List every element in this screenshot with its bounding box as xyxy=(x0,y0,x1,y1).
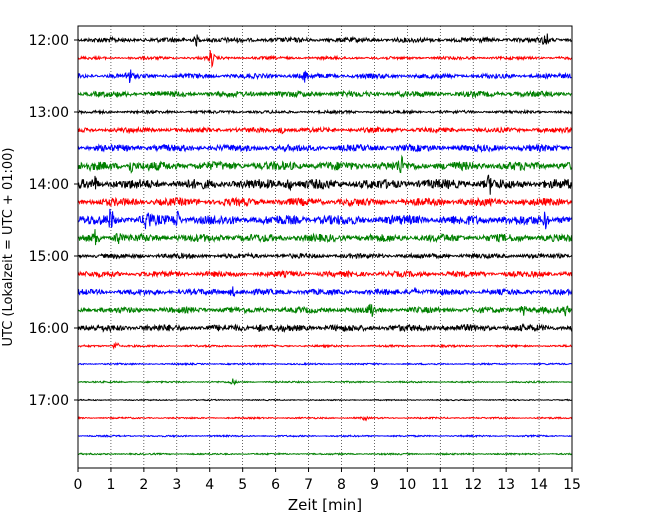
x-axis-ticks: 0 1 2 3 4 5 6 7 8 9 10 11 12 13 14 15 xyxy=(74,468,581,493)
y-tick-label: 17:00 xyxy=(29,393,69,409)
y-axis-ticks: 12:00 13:00 14:00 15:00 16:00 17:00 xyxy=(29,33,78,409)
x-tick-label: 12 xyxy=(464,477,482,493)
trace-1715 xyxy=(77,415,573,422)
x-tick-label: 14 xyxy=(530,477,548,493)
trace-1700 xyxy=(77,398,573,402)
trace-1500 xyxy=(77,251,573,260)
trace-1730 xyxy=(77,434,573,438)
x-tick-label: 11 xyxy=(431,477,449,493)
x-tick-label: 15 xyxy=(563,477,581,493)
trace-1630 xyxy=(77,361,573,367)
x-tick-label: 10 xyxy=(398,477,416,493)
trace-1415 xyxy=(77,196,573,208)
y-tick-label: 12:00 xyxy=(29,33,69,49)
x-tick-label: 7 xyxy=(304,477,313,493)
plot-frame xyxy=(77,25,573,469)
x-tick-label: 1 xyxy=(106,477,115,493)
trace-1530 xyxy=(77,286,573,298)
trace-1645 xyxy=(77,378,573,386)
trace-1445 xyxy=(77,229,573,246)
y-tick-label: 16:00 xyxy=(29,321,69,337)
x-tick-label: 6 xyxy=(271,477,280,493)
y-axis-label: UTC (Lokalzeit = UTC + 01:00) xyxy=(1,148,16,347)
x-tick-label: 8 xyxy=(337,477,346,493)
x-tick-label: 2 xyxy=(139,477,148,493)
x-tick-label: 0 xyxy=(74,477,83,493)
x-tick-label: 5 xyxy=(238,477,247,493)
x-tick-label: 9 xyxy=(370,477,379,493)
trace-1745 xyxy=(77,452,573,456)
y-tick-label: 13:00 xyxy=(29,105,69,121)
trace-1400 xyxy=(77,174,573,195)
trace-1545 xyxy=(77,303,573,317)
trace-1345 xyxy=(77,154,573,174)
trace-1330 xyxy=(77,142,573,154)
x-tick-label: 3 xyxy=(172,477,181,493)
x-tick-label: 13 xyxy=(497,477,515,493)
trace-1615 xyxy=(77,341,573,350)
trace-1515 xyxy=(77,269,573,279)
x-tick-label: 4 xyxy=(205,477,214,493)
x-axis-label: Zeit [min] xyxy=(288,496,362,514)
trace-1230 xyxy=(77,69,573,84)
trace-1315 xyxy=(77,125,573,135)
trace-1600 xyxy=(77,323,573,334)
y-tick-label: 14:00 xyxy=(29,177,69,193)
trace-1200 xyxy=(77,33,573,48)
trace-1300 xyxy=(77,108,573,116)
trace-1245 xyxy=(77,89,573,99)
trace-1215 xyxy=(77,50,573,69)
trace-1430 xyxy=(77,208,573,230)
seismogram-traces xyxy=(77,33,573,456)
y-tick-label: 15:00 xyxy=(29,249,69,265)
